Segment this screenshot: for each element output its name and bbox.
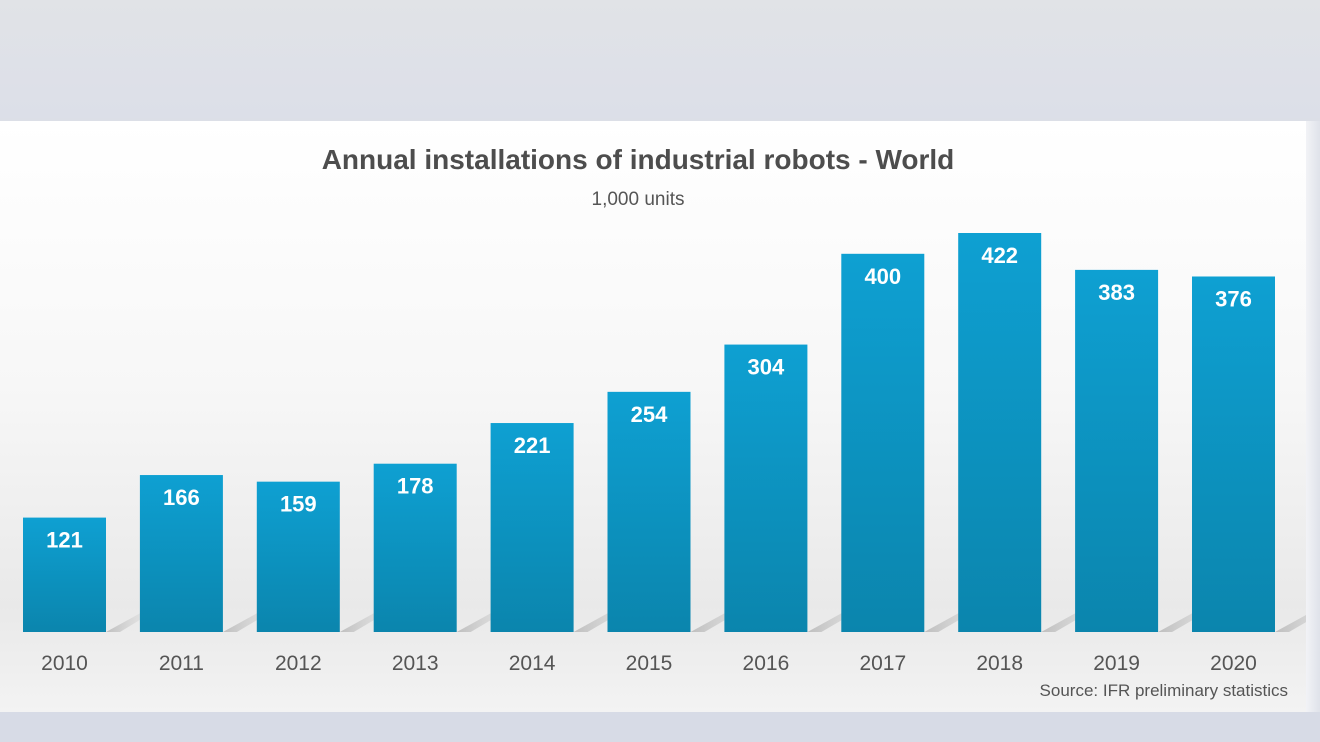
bar-value-label: 376: [1215, 286, 1252, 311]
x-axis-tick-labels: 2010 2011 2012 2013 2014 2015 2016 2017 2018 2019…: [41, 652, 1257, 675]
x-tick-label: 2020: [1210, 652, 1257, 675]
x-tick-label: 2019: [1093, 652, 1140, 675]
bar-shadow: [1275, 614, 1306, 632]
bar-value-label: 221: [514, 433, 551, 458]
bar-value-label: 422: [981, 243, 1018, 268]
x-tick-label: 2018: [976, 652, 1023, 675]
bar-2011: [139, 475, 223, 632]
x-tick-label: 2014: [509, 652, 556, 675]
source-note: Source: IFR preliminary statistics: [1039, 681, 1288, 700]
x-tick-label: 2016: [743, 652, 790, 675]
bar-2010: [23, 517, 106, 632]
bars: [23, 233, 1275, 632]
bar-2016: [724, 344, 808, 632]
x-tick-label: 2011: [159, 652, 204, 675]
x-tick-label: 2013: [392, 652, 439, 675]
bar-value-label: 121: [46, 528, 83, 553]
bar-value-label: 166: [163, 485, 200, 510]
bar-2020: [1192, 276, 1275, 632]
x-tick-label: 2015: [626, 652, 673, 675]
bar-2012: [256, 481, 340, 632]
bar-value-labels: 121 166 159 178 221 254 304 400 422 383 376: [46, 243, 1252, 553]
top-background-band: [0, 0, 1320, 118]
bar-2015: [607, 391, 691, 632]
bar-value-label: 178: [397, 474, 434, 499]
bar-2018: [958, 233, 1042, 632]
chart-subtitle: 1,000 units: [591, 189, 685, 210]
bottom-background-band: [0, 712, 1320, 742]
bar-value-label: 254: [631, 402, 668, 427]
chart-panel-edge: [1306, 121, 1320, 712]
bar-value-label: 159: [280, 492, 317, 517]
bar-2017: [841, 253, 925, 632]
bar-value-label: 383: [1098, 280, 1135, 305]
bar-value-label: 304: [748, 355, 785, 380]
x-tick-label: 2010: [41, 652, 88, 675]
bar-2013: [373, 463, 457, 632]
bar-2014: [490, 423, 574, 632]
bar-value-label: 400: [864, 264, 901, 289]
x-tick-label: 2012: [275, 652, 322, 675]
chart-title: Annual installations of industrial robot…: [321, 144, 955, 175]
x-tick-label: 2017: [859, 652, 906, 675]
bar-2019: [1075, 269, 1159, 632]
